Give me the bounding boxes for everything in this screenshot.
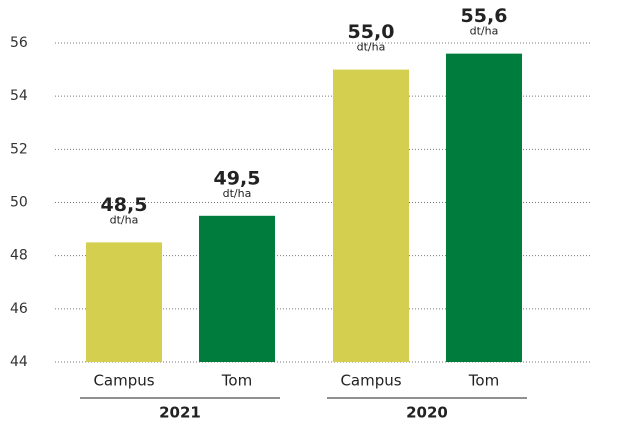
value-label: 55,0 [348,21,395,43]
unit-label: dt/ha [110,213,139,226]
y-tick-label: 48 [10,248,28,264]
y-tick-label: 46 [10,301,28,317]
bar [86,242,162,362]
bar [446,53,522,363]
y-tick-label: 44 [10,354,28,370]
x-tick-label: Tom [468,372,499,390]
unit-label: dt/ha [223,187,252,200]
unit-label: dt/ha [470,25,499,38]
group-label: 2021 [159,404,201,422]
value-label: 55,6 [461,5,508,27]
bar [333,69,409,362]
x-tick-label: Tom [221,372,252,390]
group-label: 2020 [406,404,448,422]
value-label: 48,5 [101,194,148,216]
y-tick-label: 56 [10,35,28,51]
x-tick-label: Campus [340,372,401,390]
value-label: 49,5 [214,167,261,189]
x-tick-label: Campus [93,372,154,390]
bar [199,215,275,362]
y-tick-label: 50 [10,195,28,211]
y-tick-label: 54 [10,88,28,104]
y-tick-label: 52 [10,141,28,157]
unit-label: dt/ha [357,41,386,54]
